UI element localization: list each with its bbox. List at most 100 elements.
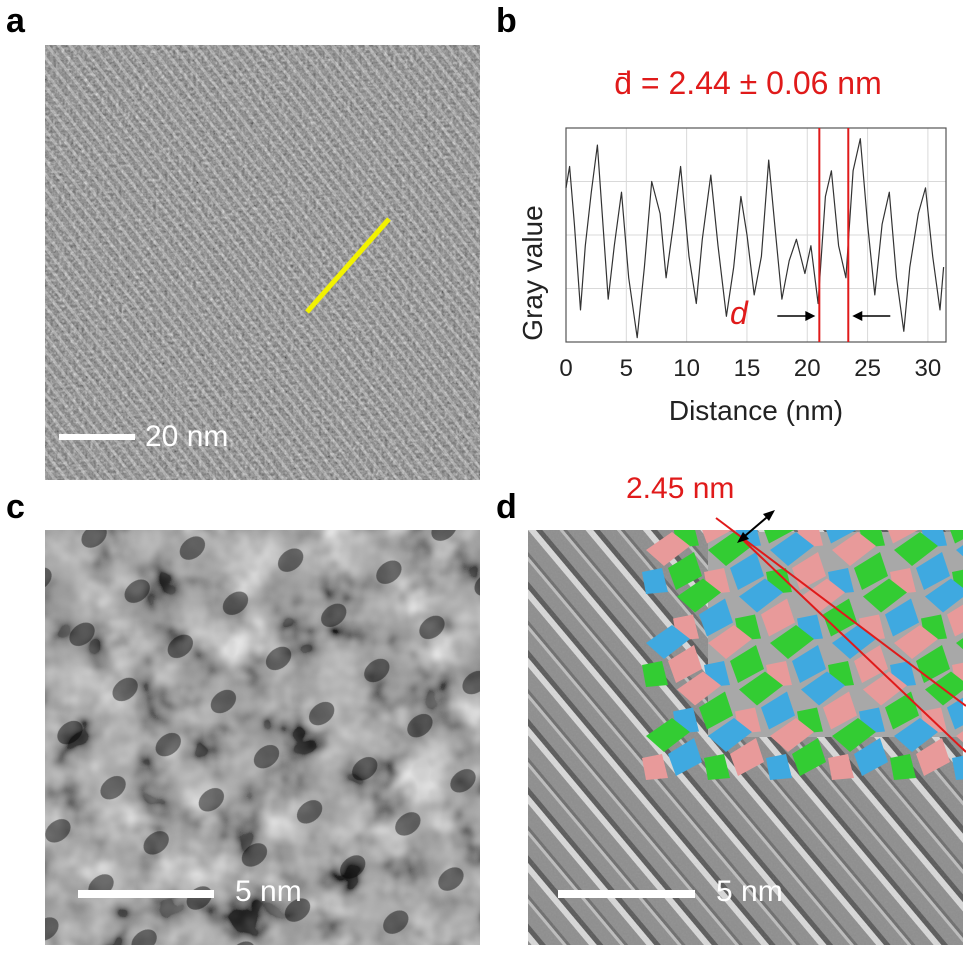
inset-block (947, 697, 963, 730)
inset-block (730, 645, 764, 683)
inset-block (916, 552, 950, 590)
scale-bar-d (558, 890, 695, 898)
inset-block (916, 738, 950, 776)
inset-block (764, 530, 795, 544)
inset-block (890, 754, 916, 780)
inset-block (642, 568, 668, 594)
inset-block (677, 578, 721, 613)
inset-block (925, 578, 963, 613)
y-axis-label: Gray value (517, 205, 548, 340)
x-tick-label: 10 (673, 355, 700, 382)
inset-block (956, 638, 963, 650)
inset-block (854, 552, 888, 590)
inset-block (854, 738, 888, 776)
spacing-label: 2.45 nm (626, 472, 734, 505)
inset-block (739, 671, 783, 706)
inset-block (950, 530, 963, 544)
inset-block (770, 532, 814, 566)
scale-bar-a (59, 434, 135, 440)
inset-block (894, 532, 938, 566)
inset-block (832, 625, 876, 659)
scale-label-d: 5 nm (716, 875, 783, 908)
gray-value-chart: d̄ = 2.44 ± 0.06 nm 0 5 10 15 20 25 30 Distanc… (517, 65, 947, 426)
inset-block (801, 671, 845, 706)
inset-block (699, 691, 733, 730)
arrowhead-2 (763, 510, 775, 521)
inset-block (826, 530, 857, 544)
inset-block (863, 671, 907, 706)
panel-letter-a: a (6, 2, 25, 40)
x-tick-label: 20 (794, 355, 821, 382)
scale-label-c: 5 nm (235, 875, 302, 908)
arrowhead-left (805, 311, 816, 321)
gray-value-series (565, 138, 945, 339)
inset-block (730, 738, 764, 776)
x-tick-label: 0 (559, 355, 572, 382)
inset-block (730, 552, 764, 590)
x-tick-label: 15 (734, 355, 761, 382)
inset-block (761, 691, 795, 730)
averaged-image-d: 5 nm (528, 530, 963, 945)
inset-block (708, 625, 752, 659)
inset-block (823, 691, 857, 730)
inset-block (642, 754, 668, 780)
inset-block (792, 738, 826, 776)
inset-block (888, 530, 919, 544)
inset-block (770, 718, 814, 752)
inset-block (708, 718, 752, 752)
inset-block (668, 552, 702, 590)
inset-block (646, 718, 690, 752)
x-tick-label: 5 (620, 355, 633, 382)
inset-block (739, 578, 783, 613)
inset-block (668, 738, 702, 776)
x-tick-label: 30 (915, 355, 942, 382)
inset-block (766, 754, 792, 780)
inset-block (894, 625, 938, 659)
inset-block (801, 578, 845, 613)
x-axis-label: Distance (nm) (669, 395, 843, 426)
panel-letter-d: d (496, 488, 517, 526)
profile-line (305, 217, 391, 314)
spacing-annotation: 2.45 nm (626, 472, 966, 753)
inset-block (885, 691, 919, 730)
inset-block (956, 545, 963, 557)
inset-block (642, 661, 668, 687)
inset-block (761, 598, 795, 637)
inset-block (956, 731, 963, 743)
inset-block (828, 754, 854, 780)
arrowhead-1 (737, 532, 749, 543)
inset-block (947, 604, 963, 637)
inset-block (668, 645, 702, 683)
red-line-1 (715, 517, 966, 707)
chart-title: d̄ = 2.44 ± 0.06 nm (614, 65, 882, 101)
scale-label-a: 20 nm (145, 420, 229, 453)
filtered-image-c: 5 nm (45, 530, 480, 945)
plot-frame (565, 127, 947, 343)
tem-image-a: 20 nm (45, 45, 480, 480)
plot-panel-b: d̄ = 2.44 ± 0.06 nm 0 5 10 15 20 25 30 Distanc… (490, 40, 966, 485)
inset-block (704, 754, 730, 780)
inset-block (702, 530, 733, 544)
inset-block (863, 578, 907, 613)
inset-block (792, 645, 826, 683)
d-label: d (730, 295, 749, 331)
inset-block (952, 755, 963, 780)
inset-block (823, 598, 857, 637)
panel-letter-b: b (496, 2, 517, 40)
inset-block (854, 645, 888, 683)
panel-letter-c: c (6, 488, 25, 526)
scale-bar-c (78, 890, 214, 898)
inset-block (832, 532, 876, 566)
inset-block (894, 718, 938, 752)
arrowhead-right (852, 311, 863, 321)
structure-model-inset (642, 530, 963, 780)
inset-block (646, 532, 690, 566)
red-line-2 (741, 538, 966, 753)
inset-block (677, 671, 721, 706)
inset-block (832, 718, 876, 752)
inset-block (916, 645, 950, 683)
inset-block (770, 625, 814, 659)
inset-block (699, 598, 733, 637)
inset-block (646, 625, 690, 659)
inset-block (885, 598, 919, 637)
